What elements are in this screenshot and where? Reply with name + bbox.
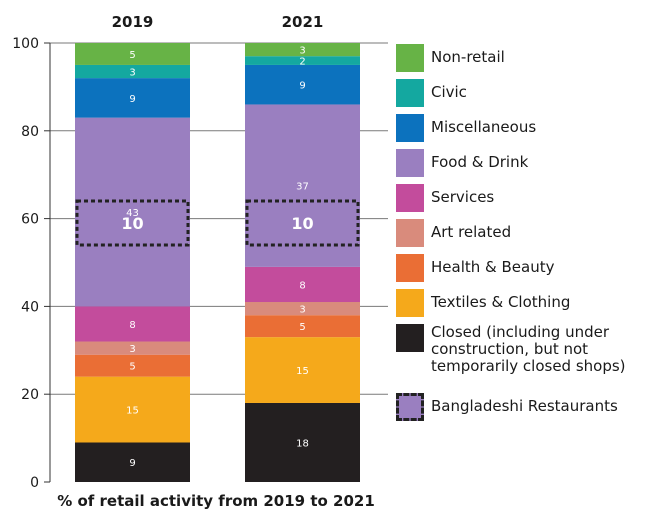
bar-segment-2021-civic bbox=[245, 56, 360, 65]
data-label: 43 bbox=[126, 208, 139, 219]
bar-segment-2019-food-drink bbox=[75, 117, 190, 307]
legend-label: Bangladeshi Restaurants bbox=[431, 397, 618, 415]
data-label: 9 bbox=[129, 94, 135, 105]
legend-swatch bbox=[396, 393, 424, 421]
bar-segment-2021-health-beauty bbox=[245, 315, 360, 338]
legend-item-closed-including-under: Closed (including under construction, bu… bbox=[396, 324, 626, 375]
y-tick-label: 100 bbox=[12, 36, 39, 52]
data-label: 3 bbox=[299, 46, 305, 57]
legend-item-miscellaneous: Miscellaneous bbox=[396, 114, 536, 142]
chart-legend: Non-retail Civic Miscellaneous Food & Drink… bbox=[396, 0, 648, 512]
legend-label: Textiles & Clothing bbox=[431, 293, 571, 311]
y-tick-label: 80 bbox=[21, 124, 39, 140]
legend-label: Services bbox=[431, 188, 495, 206]
data-label: 8 bbox=[129, 320, 135, 331]
data-label: 15 bbox=[126, 406, 139, 417]
y-tick-label: 60 bbox=[21, 212, 39, 228]
bar-segment-2019-health-beauty bbox=[75, 354, 190, 377]
bar-segment-2019-civic bbox=[75, 64, 190, 79]
data-label: 9 bbox=[129, 458, 135, 469]
legend-item-food-drink: Food & Drink bbox=[396, 149, 528, 177]
bar-segment-2019-services bbox=[75, 306, 190, 342]
legend-label: Health & Beauty bbox=[431, 258, 555, 276]
legend-item-art-related: Art related bbox=[396, 219, 511, 247]
data-label: 5 bbox=[299, 322, 305, 333]
legend-swatch bbox=[396, 184, 424, 212]
bar-segment-2021-textiles-clothing bbox=[245, 337, 360, 403]
legend-swatch bbox=[396, 79, 424, 107]
bar-segment-2021-art-related bbox=[245, 302, 360, 316]
data-label: 15 bbox=[296, 366, 309, 377]
data-label: 37 bbox=[296, 182, 309, 193]
data-label: 9 bbox=[299, 81, 305, 92]
bar-segment-2019-textiles-clothing bbox=[75, 376, 190, 443]
bar-segment-2019-non-retail bbox=[75, 43, 190, 65]
bar-segment-2021-food-drink bbox=[245, 104, 360, 267]
data-label: 18 bbox=[296, 438, 309, 449]
data-label: 2 bbox=[299, 57, 305, 68]
legend-swatch bbox=[396, 44, 424, 72]
bar-segment-2021-miscellaneous bbox=[245, 64, 360, 105]
y-tick-label: 40 bbox=[21, 299, 39, 315]
data-label: 5 bbox=[129, 50, 135, 61]
legend-swatch bbox=[396, 149, 424, 177]
legend-label: Art related bbox=[431, 223, 512, 241]
legend-item-services: Services bbox=[396, 184, 494, 212]
bar-segment-2021-services bbox=[245, 266, 360, 303]
legend-swatch bbox=[396, 324, 424, 352]
highlight-box-2021 bbox=[245, 199, 360, 247]
bar-segment-2019-closed-including-under bbox=[75, 442, 190, 482]
legend-item-textiles-clothing: Textiles & Clothing bbox=[396, 289, 570, 317]
y-tick-label: 0 bbox=[30, 475, 39, 491]
data-label: 3 bbox=[129, 68, 135, 79]
x-axis-title: % of retail activity from 2019 to 2021 bbox=[57, 492, 375, 510]
legend-swatch bbox=[396, 219, 424, 247]
category-label-2021: 2021 bbox=[282, 13, 324, 31]
bar-segment-2021-closed-including-under bbox=[245, 402, 360, 482]
category-label-2019: 2019 bbox=[112, 13, 154, 31]
data-label: 3 bbox=[299, 305, 305, 316]
legend-swatch bbox=[396, 289, 424, 317]
legend-item-bangladeshi-restaurants: Bangladeshi Restaurants bbox=[396, 393, 618, 421]
bar-segment-2019-miscellaneous bbox=[75, 78, 190, 118]
highlight-value-label: 10 bbox=[121, 214, 143, 233]
legend-item-health-beauty: Health & Beauty bbox=[396, 254, 554, 282]
y-tick-label: 20 bbox=[21, 387, 39, 403]
data-label: 8 bbox=[299, 280, 305, 291]
highlight-box-2019 bbox=[75, 199, 190, 247]
bar-segment-2021-non-retail bbox=[245, 43, 360, 57]
data-label: 3 bbox=[129, 344, 135, 355]
stacked-bar-chart: 0 20 40 60 80 100 9 15 5 3 8 43 9 3 5 2019 10 18 15 5 3 8 37 9 2… bbox=[12, 13, 388, 510]
data-label: 5 bbox=[129, 362, 135, 373]
legend-label: Food & Drink bbox=[431, 153, 529, 171]
legend-item-civic: Civic bbox=[396, 79, 467, 107]
highlight-value-label: 10 bbox=[291, 214, 313, 233]
legend-label: Non-retail bbox=[431, 48, 505, 66]
legend-label: Civic bbox=[431, 83, 467, 101]
legend-swatch bbox=[396, 114, 424, 142]
legend-item-non-retail: Non-retail bbox=[396, 44, 505, 72]
legend-swatch bbox=[396, 254, 424, 282]
legend-label: Miscellaneous bbox=[431, 118, 537, 136]
legend-label: Closed (including under construction, bu… bbox=[431, 323, 626, 375]
bar-segment-2019-art-related bbox=[75, 341, 190, 355]
